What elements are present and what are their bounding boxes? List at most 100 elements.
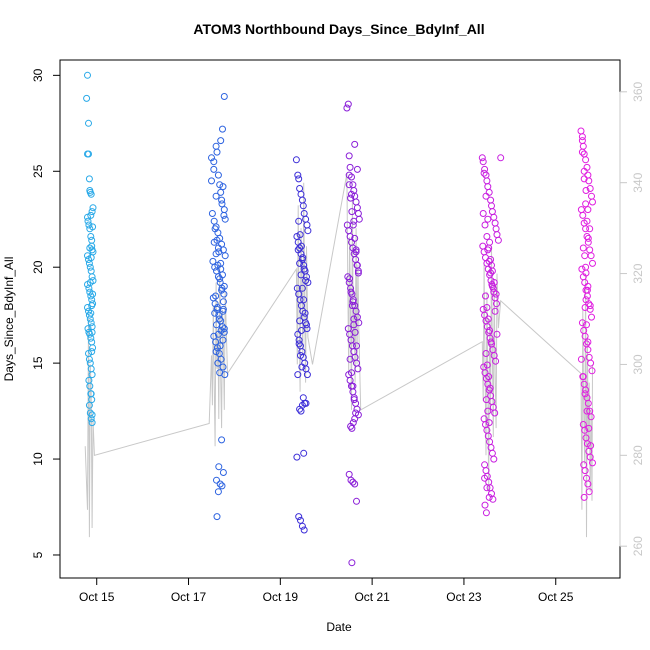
data-point: [88, 411, 96, 419]
data-point: [588, 367, 596, 375]
data-point: [583, 407, 591, 415]
data-point: [578, 148, 586, 156]
data-point: [491, 307, 499, 315]
data-point: [210, 165, 218, 173]
data-point: [581, 332, 589, 340]
data-point: [346, 376, 354, 384]
data-point: [494, 236, 502, 244]
data-point: [84, 252, 91, 260]
data-point: [220, 206, 228, 214]
data-point: [580, 167, 588, 175]
data-point: [212, 192, 220, 200]
data-point: [85, 307, 92, 315]
data-point: [85, 355, 93, 363]
data-point: [578, 137, 586, 145]
data-point: [347, 194, 355, 202]
data-point: [347, 476, 355, 484]
data-point: [579, 373, 587, 381]
series-2: [208, 93, 229, 521]
data-point: [87, 390, 95, 398]
data-point: [488, 449, 496, 457]
data-point: [354, 269, 362, 277]
data-point: [296, 259, 304, 267]
data-point: [582, 200, 590, 208]
data-point: [294, 371, 302, 379]
data-point: [212, 348, 220, 356]
data-point: [299, 394, 307, 402]
data-point: [354, 210, 362, 217]
data-point: [582, 225, 590, 233]
data-point: [491, 219, 499, 227]
data-point: [298, 522, 306, 530]
data-point: [584, 480, 592, 488]
series-4: [343, 100, 363, 567]
data-point: [353, 165, 361, 173]
data-point: [352, 399, 360, 407]
data-point: [485, 493, 493, 501]
data-point: [86, 330, 94, 338]
data-point: [302, 399, 310, 407]
data-point: [214, 171, 222, 179]
chart-title: ATOM3 Northbound Days_Since_BdyInf_All: [193, 21, 484, 37]
data-point: [212, 292, 220, 300]
data-point: [88, 371, 96, 379]
data-point: [217, 265, 225, 273]
data-point: [351, 328, 359, 336]
data-point: [353, 497, 360, 505]
data-point: [582, 187, 590, 194]
data-point: [485, 188, 493, 196]
data-point: [89, 248, 97, 256]
data-point: [580, 493, 588, 501]
data-point: [301, 309, 309, 317]
data-point: [490, 455, 498, 463]
data-point: [216, 480, 224, 488]
data-point: [84, 304, 91, 311]
data-point: [292, 156, 300, 164]
data-point: [217, 188, 225, 196]
data-point: [353, 261, 361, 269]
data-point: [348, 424, 356, 432]
data-point: [295, 217, 303, 225]
data-point: [484, 315, 492, 323]
data-point: [348, 559, 356, 567]
data-point: [582, 386, 590, 394]
data-point: [584, 338, 592, 346]
data-point: [83, 94, 91, 102]
data-point: [87, 190, 95, 198]
data-point: [297, 271, 305, 279]
data-point: [351, 480, 359, 488]
data-point: [219, 305, 227, 313]
data-point: [479, 210, 487, 217]
data-point: [213, 236, 221, 244]
data-point: [84, 217, 92, 225]
data-point: [211, 225, 219, 233]
data-point: [344, 100, 352, 108]
x-tick-label: Oct 19: [263, 590, 299, 604]
data-point: [493, 330, 501, 338]
right-y-tick-label: 360: [631, 81, 645, 101]
x-tick-label: Oct 17: [171, 590, 207, 604]
data-point: [298, 196, 306, 204]
data-point: [492, 290, 500, 298]
data-point: [349, 298, 357, 306]
data-point: [346, 163, 354, 171]
data-point: [298, 363, 306, 371]
data-point: [587, 252, 595, 260]
data-point: [85, 150, 92, 158]
data-point: [479, 305, 487, 313]
data-point: [483, 361, 491, 369]
data-point: [300, 296, 308, 304]
right-y-tick-label: 280: [631, 445, 645, 465]
data-point: [214, 488, 222, 496]
data-point: [586, 225, 594, 233]
data-point: [88, 419, 96, 427]
right-y-tick-label: 260: [631, 536, 645, 556]
data-point: [581, 252, 589, 260]
data-point: [218, 196, 226, 204]
data-point: [348, 369, 355, 377]
data-point: [586, 246, 594, 254]
data-point: [584, 399, 592, 407]
data-point: [497, 154, 505, 162]
data-point: [295, 513, 303, 521]
